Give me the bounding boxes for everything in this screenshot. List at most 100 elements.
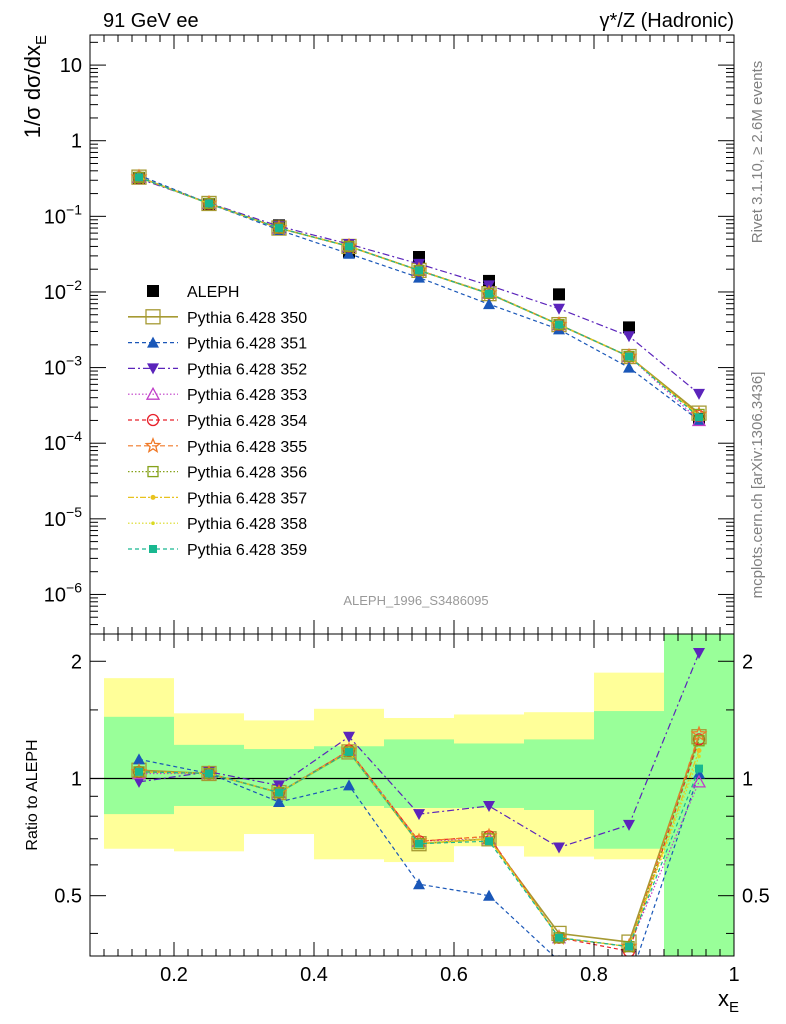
legend-marker (144, 437, 162, 453)
y-tick-label: 10−2 (44, 277, 82, 304)
data-point (205, 199, 213, 208)
data-point (135, 173, 143, 182)
data-point (345, 242, 353, 251)
ratio-point (135, 767, 143, 776)
y-tick-label: 10 (60, 55, 82, 77)
ratio-plot-panel: 0.5 0.5 1 1 2 2 0.2 0.4 0.6 0.8 1 Ratio to ALEPH xE (24, 633, 770, 1016)
legend-marker (151, 521, 155, 525)
data-point (483, 287, 495, 299)
ratio-point (696, 747, 702, 753)
ratio-point (485, 837, 493, 846)
y-tick-label: 1 (71, 131, 82, 153)
ratio-point (133, 753, 145, 765)
rivet-version-label: Rivet 3.1.10, ≥ 2.6M events (749, 61, 766, 244)
header-left-label: 91 GeV ee (103, 10, 199, 32)
ratio-series-9 (135, 747, 703, 951)
ratio-y-tick-label-right: 2 (742, 651, 753, 673)
data-point (273, 222, 285, 234)
data-point (695, 413, 703, 422)
x-tick-label: 0.8 (580, 964, 608, 986)
legend-entry: Pythia 6.428 358 (128, 516, 307, 533)
y-tick-exponent: −4 (66, 428, 82, 444)
data-point (413, 264, 425, 277)
ratio-point (133, 776, 145, 788)
ratio-y-tick-label-right: 0.5 (742, 886, 770, 908)
ratio-point (483, 800, 495, 812)
data-point (553, 303, 565, 315)
ratio-point (553, 842, 565, 854)
ratio-series (130, 648, 708, 987)
y-tick-mantissa: 10 (60, 55, 82, 77)
legend-marker (150, 494, 156, 500)
legend-label: Pythia 6.428 356 (187, 465, 307, 482)
data-point (693, 388, 705, 400)
ratio-y-tick-label-right: 1 (742, 768, 753, 790)
ratio-point (695, 764, 703, 773)
legend-entry: Pythia 6.428 354 (128, 413, 307, 430)
legend-label: ALEPH (187, 284, 239, 301)
legend: ALEPH Pythia 6.428 350 Pythia 6.428 351 Pyt… (128, 284, 307, 559)
ratio-y-axis-label: Ratio to ALEPH (24, 739, 41, 850)
mcplots-label: mcplots.cern.ch [arXiv:1306.3436] (749, 372, 766, 599)
legend-label: Pythia 6.428 353 (187, 387, 307, 404)
legend-marker (147, 363, 159, 375)
y-tick-exponent: −5 (66, 504, 82, 520)
data-point (485, 289, 493, 298)
ratio-point (415, 839, 423, 848)
ratio-y-tick-label: 0.5 (54, 886, 82, 908)
ratio-point (691, 774, 707, 788)
y-tick-label: 10−3 (44, 353, 82, 380)
legend-label: Pythia 6.428 357 (187, 490, 307, 507)
data-point (133, 171, 145, 183)
data-point (625, 352, 633, 361)
uncertainty-band-inner (664, 634, 734, 956)
data-point (275, 224, 283, 233)
data-point (623, 361, 635, 373)
legend-entry: Pythia 6.428 350 (128, 309, 307, 327)
data-point (203, 197, 215, 210)
y-tick-mantissa: 10 (44, 358, 66, 380)
data-point (623, 321, 635, 334)
ratio-point (553, 932, 565, 944)
uncertainty-band-inner (524, 739, 594, 810)
legend-entry: Pythia 6.428 353 (128, 386, 307, 404)
y-tick-exponent: −2 (66, 277, 82, 293)
ratio-bands (104, 634, 734, 956)
y-tick-mantissa: 10 (44, 584, 66, 606)
legend-label: Pythia 6.428 350 (187, 310, 307, 327)
y-tick-label: 10−1 (44, 201, 82, 228)
legend-entry: ALEPH (147, 284, 239, 301)
y-axis-label-main: 1/σ dσ/dx (20, 45, 45, 138)
ratio-point (555, 933, 563, 942)
ratio-point (483, 889, 495, 901)
y-tick-label: 10−5 (44, 504, 82, 531)
ratio-point (345, 747, 353, 756)
ratio-point (413, 878, 425, 890)
ratio-point (690, 725, 708, 742)
y-tick-exponent: −3 (66, 353, 82, 369)
data-point (553, 288, 565, 301)
data-point (555, 320, 563, 329)
y-tick-mantissa: 10 (44, 433, 66, 455)
y-tick-mantissa: 10 (44, 282, 66, 304)
legend-marker (145, 386, 161, 400)
legend-label: Pythia 6.428 359 (187, 542, 307, 559)
ratio-point (693, 767, 705, 779)
ratio-y-tick-label: 2 (71, 651, 82, 673)
header-right-label: γ*/Z (Hadronic) (600, 10, 734, 32)
legend-label: Pythia 6.428 355 (187, 439, 307, 456)
y-axis-label-sub: E (33, 35, 50, 45)
ratio-point (623, 976, 635, 987)
legend-entry: Pythia 6.428 351 (128, 336, 307, 353)
ratio-point (623, 940, 635, 953)
x-tick-label: 1 (728, 964, 739, 986)
data-point (553, 323, 565, 335)
y-tick-mantissa: 10 (44, 206, 66, 228)
watermark-label: ALEPH_1996_S3486095 (343, 593, 488, 608)
ratio-point (558, 954, 560, 956)
legend-marker (147, 285, 159, 297)
legend-entry: Pythia 6.428 359 (128, 542, 307, 559)
ratio-point (625, 942, 633, 951)
legend-marker (147, 465, 159, 478)
